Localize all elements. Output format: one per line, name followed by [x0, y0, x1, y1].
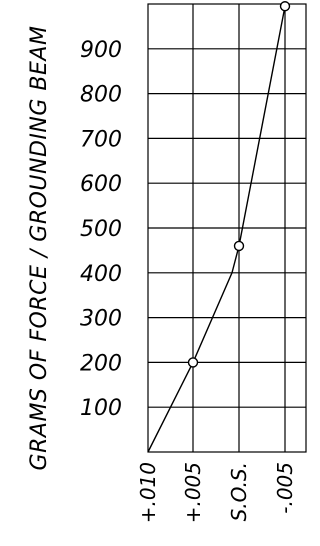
x-tick-label: +.005 — [181, 462, 205, 523]
x-tick-label: -.005 — [273, 462, 297, 514]
x-tick-labels: +.010 +.005 S.O.S. -.005 — [136, 462, 297, 523]
x-tick-label: +.010 — [136, 462, 160, 523]
y-tick-label: 500 — [80, 217, 122, 242]
y-tick-label: 100 — [80, 396, 122, 421]
data-point — [233, 240, 245, 252]
y-axis-title: GRAMS OF FORCE / GROUNDING BEAM — [27, 26, 52, 471]
data-point — [279, 1, 291, 12]
x-tick-label: S.O.S. — [227, 462, 251, 521]
y-tick-label: 200 — [80, 351, 122, 376]
chart-grid — [147, 3, 307, 453]
y-tick-label: 600 — [80, 172, 122, 197]
force-curve — [147, 6, 286, 453]
data-point — [187, 357, 199, 368]
y-tick-labels: 100 200 300 400 500 600 700 800 900 — [80, 38, 122, 421]
y-tick-label: 900 — [80, 38, 122, 63]
y-tick-label: 800 — [80, 83, 122, 108]
y-tick-label: 700 — [80, 127, 122, 152]
y-tick-label: 300 — [80, 307, 122, 332]
y-tick-label: 400 — [80, 262, 122, 287]
data-points — [187, 1, 291, 368]
